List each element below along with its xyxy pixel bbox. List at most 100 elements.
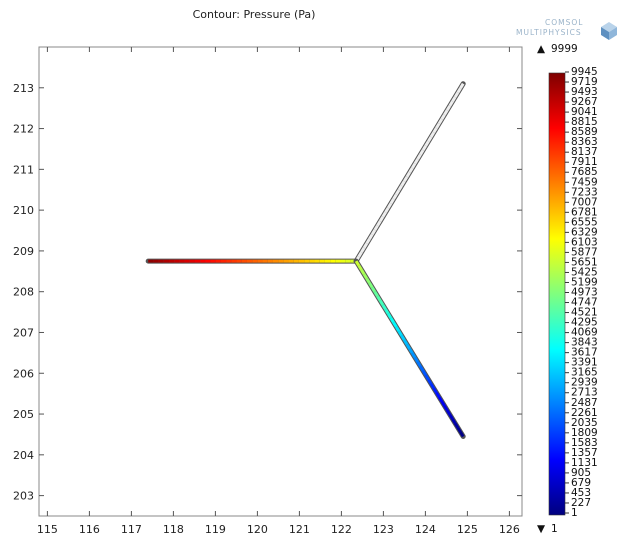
series-segment [443, 109, 449, 116]
series-segment [427, 378, 433, 385]
x-axis: 115 116 117 118 119 120 121 122 123 124 125 126 [37, 47, 520, 536]
series-segment [429, 131, 436, 138]
series-segment [437, 396, 444, 403]
y-tick-label: 203 [13, 490, 34, 503]
colorbar-min-marker: ▼ [537, 523, 546, 535]
series-layer [145, 81, 466, 439]
colorbar-tick-label: 4521 [571, 307, 598, 319]
colorbar-tick-label: 3843 [571, 337, 598, 349]
plot-area [38, 46, 523, 517]
series-segment [459, 431, 465, 438]
series-segment [413, 356, 419, 363]
colorbar-tick-label: 9493 [571, 86, 598, 98]
colorbar-tick-label: 7911 [571, 156, 598, 168]
series-3 [353, 258, 466, 439]
colorbar-tick-label: 5425 [571, 266, 598, 278]
series-segment [419, 149, 425, 156]
colorbar-tick-label: 2939 [571, 377, 598, 389]
series-segment [384, 207, 390, 214]
series-segment [405, 171, 411, 178]
series-segment [386, 312, 393, 319]
series-segment [397, 184, 403, 191]
series-segment [365, 238, 371, 245]
y-tick-label: 204 [13, 449, 34, 462]
colorbar-tick-label: 453 [571, 487, 591, 499]
svg-text:MULTIPHYSICS: MULTIPHYSICS [516, 28, 582, 37]
series-segment [381, 211, 387, 218]
colorbar-ticks: 9945971994939267904188158589836381377911… [565, 66, 598, 519]
colorbar-tick-label: 7007 [571, 196, 598, 208]
colorbar-tick-label: 3391 [571, 357, 598, 369]
y-tick-label: 205 [13, 408, 34, 421]
x-tick-label: 124 [415, 523, 436, 536]
colorbar-tick-label: 6781 [571, 206, 598, 218]
colorbar-tick-label: 9719 [571, 76, 598, 88]
colorbar-tick-label: 7459 [571, 176, 598, 188]
y-tick-label: 210 [13, 204, 34, 217]
series-segment [435, 122, 441, 129]
x-tick-label: 119 [205, 523, 226, 536]
colorbar-tick-label: 8815 [571, 116, 598, 128]
series-2 [353, 81, 466, 264]
colorbar-min-label: 1 [551, 523, 558, 535]
series-segment [370, 229, 377, 236]
colorbar-tick-label: 9041 [571, 106, 598, 118]
series-segment [432, 387, 438, 394]
colorbar: 9945971994939267904188158589836381377911… [537, 43, 598, 535]
colorbar-tick-label: 5199 [571, 276, 598, 288]
colorbar-gradient [548, 72, 566, 516]
series-segment [397, 330, 403, 337]
series-segment [384, 308, 390, 315]
x-tick-label: 123 [373, 523, 394, 536]
colorbar-tick-label: 4973 [571, 287, 598, 299]
series-segment [354, 260, 361, 267]
series-segment [362, 273, 369, 280]
series-segment [421, 145, 427, 152]
series-segment [389, 317, 395, 324]
colorbar-tick-label: 2487 [571, 397, 598, 409]
x-tick-label: 115 [37, 523, 58, 536]
series-segment [405, 343, 411, 350]
y-tick-label: 206 [13, 367, 34, 380]
series-segment [357, 264, 363, 271]
x-tick-label: 120 [247, 523, 268, 536]
comsol-cube-icon [601, 22, 617, 40]
series-segment [416, 153, 422, 160]
colorbar-tick-label: 5651 [571, 256, 598, 268]
series-segment [424, 374, 430, 381]
x-tick-label: 121 [289, 523, 310, 536]
series-segment [365, 277, 371, 284]
series-segment [437, 118, 444, 125]
x-tick-label: 116 [79, 523, 100, 536]
y-tick-label: 212 [13, 123, 34, 136]
series-segment [411, 162, 417, 169]
y-tick-label: 213 [13, 82, 34, 95]
series-segment [392, 321, 398, 328]
series-segment [453, 91, 460, 98]
colorbar-tick-label: 227 [571, 497, 591, 509]
series-segment [445, 409, 452, 416]
x-tick-label: 117 [121, 523, 142, 536]
y-tick-label: 208 [13, 286, 34, 299]
series-segment [394, 326, 401, 333]
colorbar-tick-label: 7685 [571, 166, 598, 178]
colorbar-tick-label: 2713 [571, 387, 598, 399]
colorbar-tick-label: 9267 [571, 96, 598, 108]
series-segment [432, 127, 438, 134]
series-segment [368, 233, 374, 240]
chart-title: Contour: Pressure (Pa) [193, 8, 316, 21]
colorbar-max-label: 9999 [551, 43, 578, 55]
series-segment [440, 400, 446, 407]
series-segment [376, 295, 382, 302]
x-tick-label: 122 [331, 523, 352, 536]
colorbar-tick-label: 2035 [571, 417, 598, 429]
series-segment [378, 215, 385, 222]
colorbar-tick-label: 1357 [571, 447, 598, 459]
series-segment [427, 136, 433, 143]
series-segment [421, 369, 427, 376]
series-segment [453, 422, 460, 429]
y-axis: 203 204 205 206 207 208 209 210 211 212 213 [13, 82, 522, 503]
series-segment [448, 100, 454, 107]
colorbar-tick-label: 1 [571, 507, 578, 519]
